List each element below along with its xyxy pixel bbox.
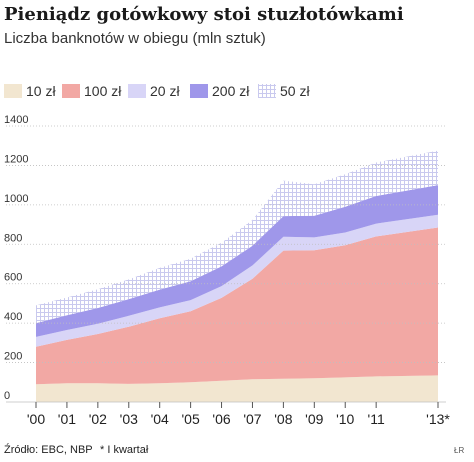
x-tick-label-8: '08 — [274, 411, 292, 427]
area-series-4 — [36, 150, 438, 324]
x-tick-label-4: '04 — [151, 411, 169, 427]
legend-label-100: 100 zł — [84, 83, 122, 99]
x-tick-label-7: '07 — [243, 411, 261, 427]
legend-swatch-50 — [258, 84, 276, 98]
y-tick-label-400: 400 — [4, 311, 22, 323]
legend-swatch-20 — [128, 84, 146, 98]
y-tick-label-0: 0 — [4, 390, 10, 402]
chart-subtitle: Liczba banknotów w obiegu (mln sztuk) — [4, 30, 266, 47]
x-tick-label-12: '13* — [426, 411, 450, 427]
x-tick-label-11: '11 — [368, 411, 385, 427]
y-tick-label-800: 800 — [4, 232, 22, 244]
x-tick-label-3: '03 — [120, 411, 138, 427]
x-tick-label-1: '01 — [58, 411, 76, 427]
legend-swatch-10 — [4, 84, 22, 98]
y-tick-label-1200: 1200 — [4, 153, 28, 165]
footnote: * I kwartał — [100, 444, 149, 456]
y-tick-label-1400: 1400 — [4, 114, 28, 126]
x-tick-label-10: '10 — [336, 411, 354, 427]
source-note: Źródło: EBC, NBP — [4, 444, 93, 456]
area-series-2 — [36, 214, 438, 347]
stacked-area-chart: 0 200 400 600 800 1000 1200 1400 '00 '01 '02 '03 '04… — [4, 114, 450, 427]
legend-label-50: 50 zł — [280, 83, 310, 99]
x-tick-label-6: '06 — [212, 411, 230, 427]
y-tick-label-1000: 1000 — [4, 193, 28, 205]
y-tick-label-600: 600 — [4, 272, 22, 284]
author-credit: ŁR — [454, 446, 465, 455]
area-series-0 — [36, 375, 438, 402]
chart-title: Pieniądz gotówkowy stoi stuzłotówkami — [4, 4, 404, 25]
legend-swatch-100 — [62, 84, 80, 98]
legend-label-10: 10 zł — [26, 83, 56, 99]
x-tick-label-2: '02 — [89, 411, 107, 427]
x-tick-label-5: '05 — [181, 411, 199, 427]
x-tick-label-9: '09 — [305, 411, 323, 427]
legend-swatch-200 — [190, 84, 208, 98]
legend-label-200: 200 zł — [212, 83, 250, 99]
legend-label-20: 20 zł — [150, 83, 180, 99]
area-series-1 — [36, 227, 438, 385]
area-series-3 — [36, 185, 438, 337]
y-tick-label-200: 200 — [4, 351, 22, 363]
x-tick-label-0: '00 — [27, 411, 45, 427]
